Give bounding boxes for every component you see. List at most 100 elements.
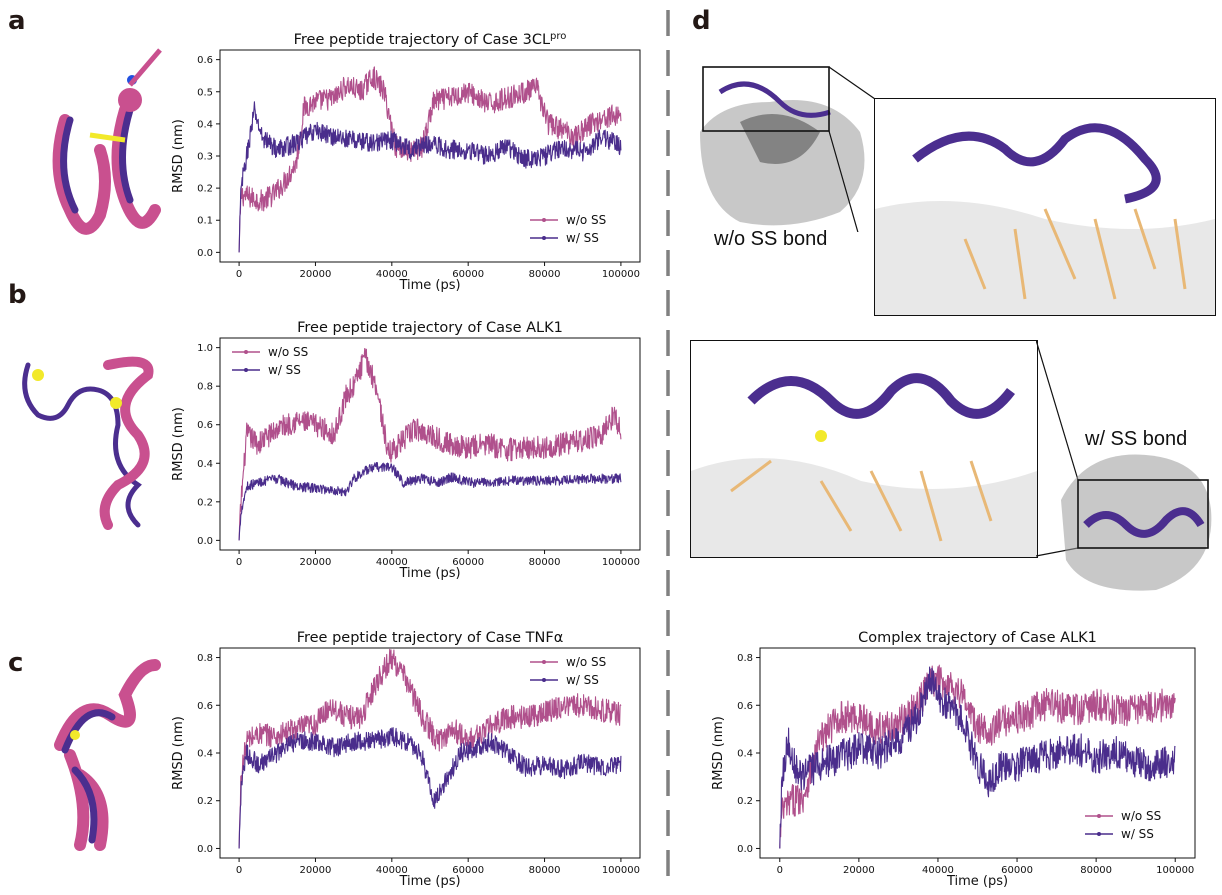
legend-label: w/o SS xyxy=(566,655,606,669)
legend-marker xyxy=(542,218,546,222)
chart-title: Free peptide trajectory of Case 3CLpro xyxy=(294,31,567,49)
chart-title: Free peptide trajectory of Case ALK1 xyxy=(297,320,563,336)
x-tick-label: 0 xyxy=(777,865,783,876)
series-line xyxy=(779,664,1176,849)
y-tick-label: 0.0 xyxy=(197,844,213,855)
legend-label: w/ SS xyxy=(566,673,599,687)
x-tick-label: 60000 xyxy=(1001,865,1033,876)
caption-w-ss-bond: w/ SS bond xyxy=(1085,428,1188,450)
y-axis-label: RMSD (nm) xyxy=(171,407,186,481)
y-tick-label: 0.5 xyxy=(197,87,213,98)
y-tick-label: 0.6 xyxy=(197,701,213,712)
x-axis-label: Time (ps) xyxy=(398,278,460,293)
x-tick-label: 40000 xyxy=(376,269,408,280)
peptide-structure-b xyxy=(22,356,154,530)
y-tick-label: 0.3 xyxy=(197,152,213,163)
y-tick-label: 0.4 xyxy=(197,749,213,760)
x-tick-label: 80000 xyxy=(529,557,561,568)
x-axis-label: Time (ps) xyxy=(398,566,460,581)
y-tick-label: 0.1 xyxy=(197,216,213,227)
panel-label-a: a xyxy=(8,6,26,36)
protein-surface-bottom xyxy=(1036,340,1212,591)
x-tick-label: 60000 xyxy=(452,269,484,280)
chart-title-superscript: pro xyxy=(550,31,566,42)
x-tick-label: 100000 xyxy=(602,269,640,280)
series-line xyxy=(238,648,622,849)
peptide-structure-c xyxy=(54,659,161,851)
y-tick-label: 0.8 xyxy=(737,653,753,664)
legend-marker xyxy=(244,368,248,372)
panel-label-d: d xyxy=(692,6,711,36)
y-tick-label: 0.4 xyxy=(197,119,213,130)
y-tick-label: 0.8 xyxy=(197,653,213,664)
chart-title: Free peptide trajectory of Case TNFα xyxy=(297,630,564,646)
x-tick-label: 20000 xyxy=(300,269,332,280)
x-tick-label: 80000 xyxy=(529,865,561,876)
legend-label: w/o SS xyxy=(268,345,308,359)
y-tick-label: 0.6 xyxy=(737,701,753,712)
plot-frame xyxy=(219,337,641,551)
legend-marker xyxy=(542,236,546,240)
y-tick-label: 0.8 xyxy=(197,382,213,393)
y-tick-label: 0.2 xyxy=(197,796,213,807)
y-tick-label: 0.0 xyxy=(737,844,753,855)
y-tick-label: 0.2 xyxy=(197,184,213,195)
caption-wo-ss-bond: w/o SS bond xyxy=(714,228,828,250)
legend-label: w/ SS xyxy=(566,231,599,245)
x-tick-label: 80000 xyxy=(529,269,561,280)
legend-marker xyxy=(542,660,546,664)
chart-title: Complex trajectory of Case ALK1 xyxy=(858,630,1097,646)
y-axis-label: RMSD (nm) xyxy=(171,716,186,790)
legend-label: w/o SS xyxy=(566,213,606,227)
zoom-inset-wo-ss xyxy=(874,98,1216,316)
y-tick-label: 0.2 xyxy=(197,497,213,508)
x-tick-label: 100000 xyxy=(602,865,640,876)
legend-label: w/ SS xyxy=(1121,827,1154,841)
chart-a: Free peptide trajectory of Case 3CLpro 0.… xyxy=(150,30,655,300)
x-tick-label: 80000 xyxy=(1080,865,1112,876)
x-axis-label: Time (ps) xyxy=(398,874,460,889)
x-tick-label: 20000 xyxy=(300,865,332,876)
x-tick-label: 60000 xyxy=(452,557,484,568)
y-tick-label: 0.2 xyxy=(737,796,753,807)
series-line xyxy=(238,347,622,541)
panel-label-b: b xyxy=(8,280,27,310)
legend-label: w/o SS xyxy=(1121,809,1161,823)
y-tick-label: 0.0 xyxy=(197,536,213,547)
legend-marker xyxy=(1097,814,1101,818)
x-tick-label: 20000 xyxy=(300,557,332,568)
y-tick-label: 1.0 xyxy=(197,343,213,354)
x-tick-label: 0 xyxy=(236,557,242,568)
y-axis-label: RMSD (nm) xyxy=(711,716,726,790)
legend-marker xyxy=(244,350,248,354)
x-tick-label: 60000 xyxy=(452,865,484,876)
x-tick-label: 40000 xyxy=(922,865,954,876)
series-line xyxy=(238,727,622,849)
legend-marker xyxy=(1097,832,1101,836)
zoom-inset-w-ss xyxy=(690,340,1038,558)
legend-marker xyxy=(542,678,546,682)
series-line xyxy=(238,461,622,541)
series-line xyxy=(238,101,622,253)
y-axis-label: RMSD (nm) xyxy=(171,119,186,193)
x-tick-label: 0 xyxy=(236,269,242,280)
x-axis-label: Time (ps) xyxy=(946,874,1008,889)
y-tick-label: 0.6 xyxy=(197,420,213,431)
x-tick-label: 100000 xyxy=(1156,865,1194,876)
series-line xyxy=(238,66,622,253)
x-tick-label: 100000 xyxy=(602,557,640,568)
chart-c: Free peptide trajectory of Case TNFα 0.0 0… xyxy=(150,628,655,895)
legend-label: w/ SS xyxy=(268,363,301,377)
chart-d: Complex trajectory of Case ALK1 0.0 0.2 0.4… xyxy=(690,628,1210,895)
series-line xyxy=(779,666,1176,849)
x-tick-label: 0 xyxy=(236,865,242,876)
x-tick-label: 20000 xyxy=(843,865,875,876)
y-tick-label: 0.4 xyxy=(737,749,753,760)
panel-label-c: c xyxy=(8,648,24,678)
x-tick-label: 40000 xyxy=(376,557,408,568)
panel-divider xyxy=(666,10,670,890)
y-tick-label: 0.6 xyxy=(197,55,213,66)
chart-b: Free peptide trajectory of Case ALK1 0.0 0… xyxy=(150,318,655,588)
y-tick-label: 0.4 xyxy=(197,459,213,470)
protein-surface-top xyxy=(700,66,876,232)
